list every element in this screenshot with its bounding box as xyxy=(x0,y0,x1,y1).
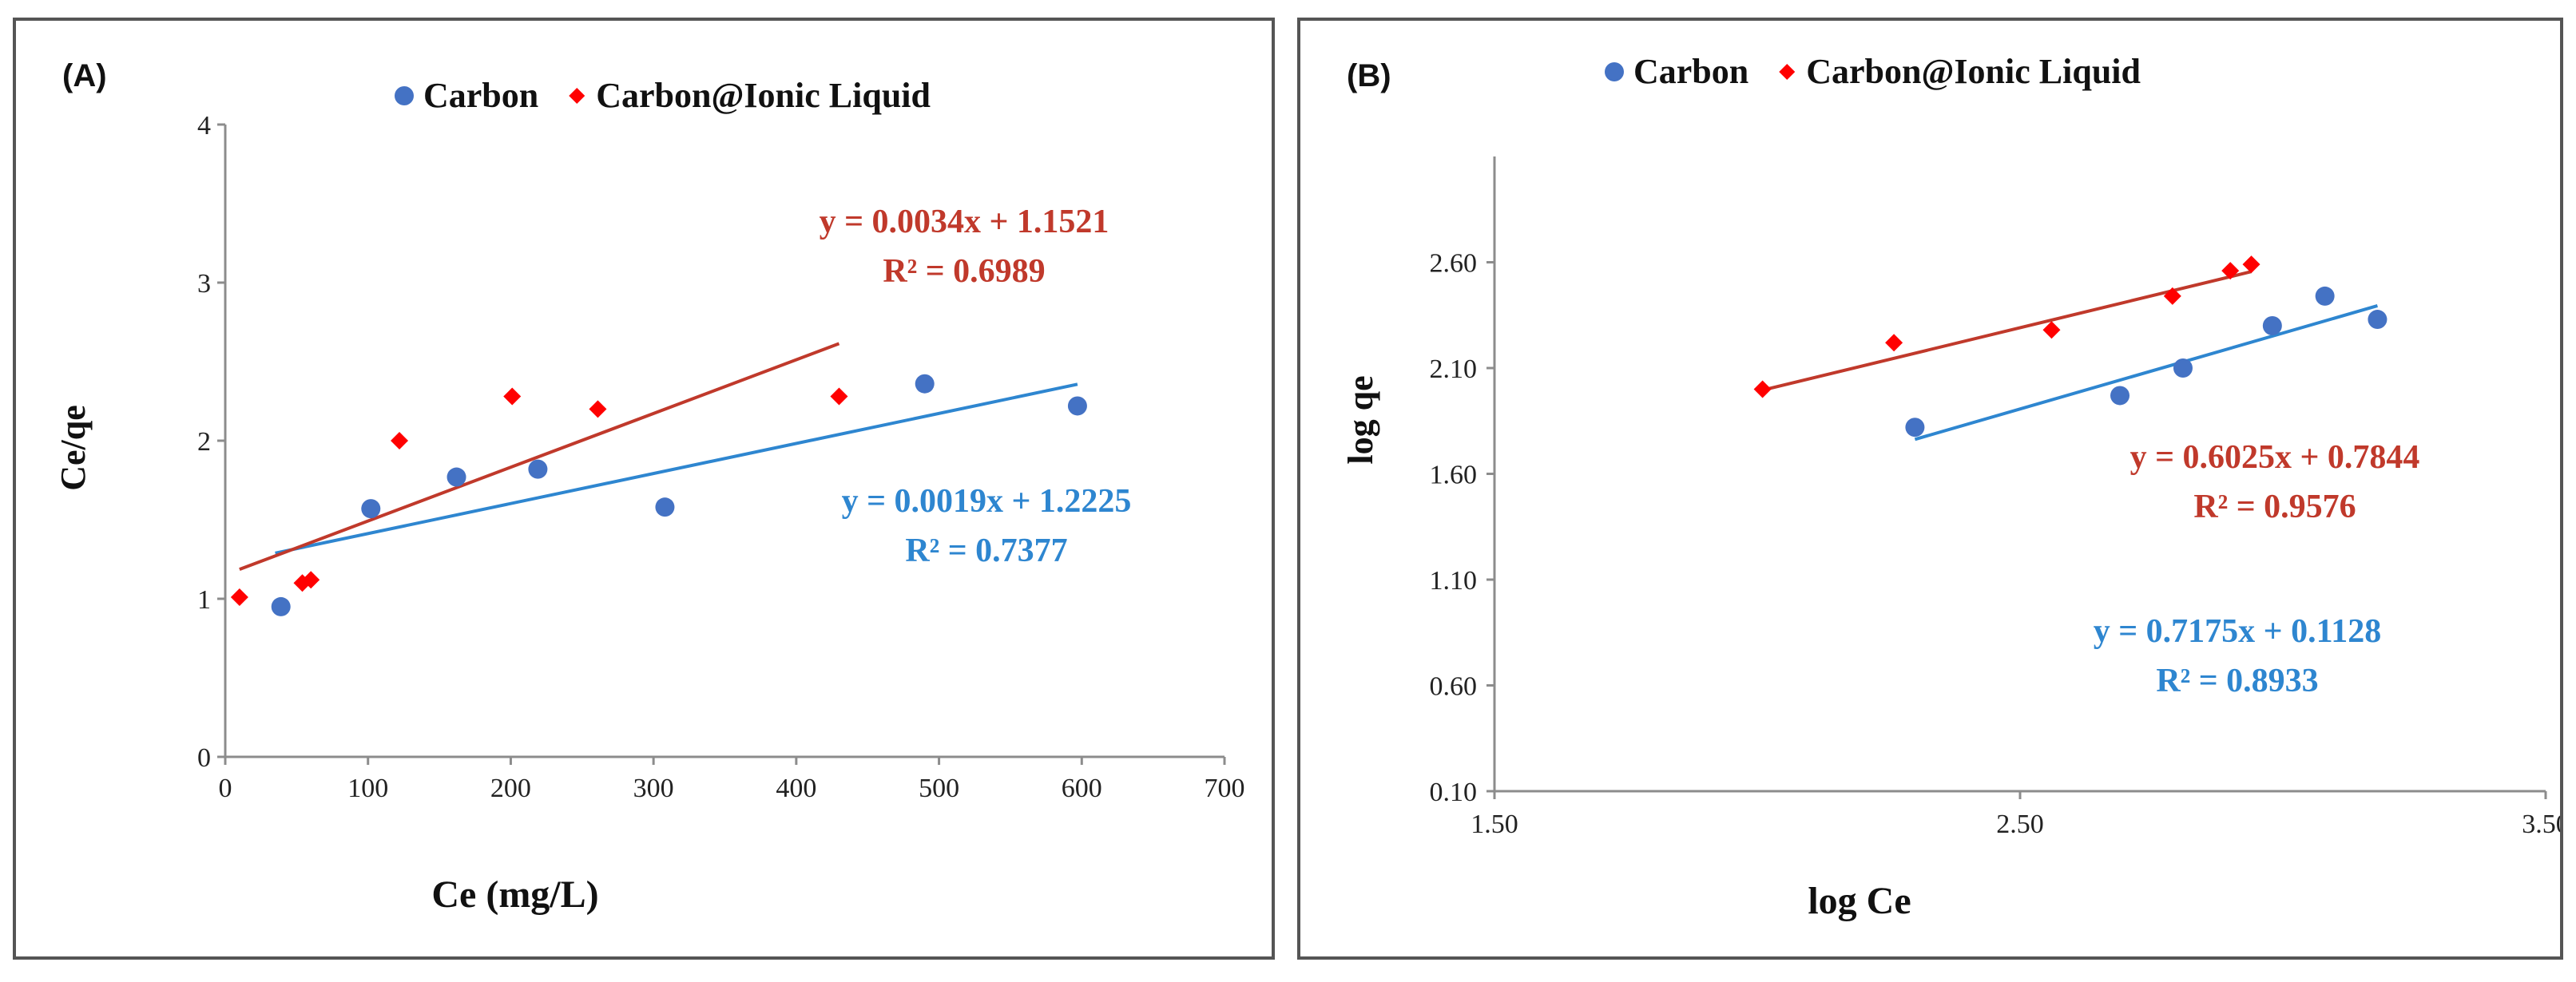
panel-a-label: (A) xyxy=(62,58,107,93)
carbon-point xyxy=(2262,316,2282,335)
legend-carbon-label: Carbon xyxy=(1633,52,1748,91)
carbon-ionic-liquid-point xyxy=(2042,321,2061,339)
legend-carbon-marker xyxy=(395,86,414,105)
carbon-point xyxy=(2368,310,2387,330)
x-tick-label: 500 xyxy=(919,774,959,803)
carbon-point xyxy=(915,374,935,394)
carbon-point xyxy=(447,467,466,487)
x-tick-label: 200 xyxy=(490,774,531,803)
legend-b: Carbon Carbon@Ionic Liquid xyxy=(1605,52,2141,91)
x-tick-label: 300 xyxy=(633,774,674,803)
y-tick-label: 1 xyxy=(197,585,211,615)
chart-b: (B) Carbon Carbon@Ionic Liquid 1.50 2.50 3.… xyxy=(1341,52,2561,922)
carbon-point xyxy=(655,497,675,517)
legend-carbon-ionic-liquid-marker xyxy=(1779,64,1796,80)
carbon-point xyxy=(2110,386,2130,406)
y-tick-label: 2.60 xyxy=(1430,249,1478,279)
carbon-ionic-liquid-point xyxy=(503,387,522,406)
trendlines-b xyxy=(1762,270,2378,442)
equation-label: y = 0.0034x + 1.1521 xyxy=(820,204,1109,240)
points-a xyxy=(230,374,1087,616)
x-tick-label: 400 xyxy=(776,774,816,803)
trendlines-a xyxy=(239,342,1078,572)
carbon-ionic-liquid-point xyxy=(1885,334,1903,352)
carbon-point xyxy=(2315,286,2335,306)
r-squared-label: R² = 0.8933 xyxy=(2156,663,2318,699)
carbon-ionic-liquid-point xyxy=(1753,380,1772,398)
legend-carbon-label: Carbon xyxy=(423,76,538,115)
carbon-ionic-liquid-point xyxy=(830,387,848,406)
equation-label: y = 0.6025x + 0.7844 xyxy=(2130,439,2420,476)
carbon-ionic-liquid-point xyxy=(2221,262,2240,280)
carbon-ionic-liquid-point xyxy=(2163,287,2181,305)
carbon-point xyxy=(271,596,291,616)
panel-b: (B) Carbon Carbon@Ionic Liquid 1.50 2.50 3.… xyxy=(1297,18,2563,960)
x-tick-label: 100 xyxy=(347,774,388,803)
r-squared-label: R² = 0.9576 xyxy=(2193,489,2356,525)
trendline-carbon xyxy=(275,382,1078,555)
y-axis-label-b: log qe xyxy=(1341,375,1380,464)
ticks-a: 0 100 200 300 400 500 600 700 0 1 2 3 4 xyxy=(197,111,1245,803)
y-tick-label: 0.10 xyxy=(1430,778,1478,807)
legend-carbon-ionic-liquid-label: Carbon@Ionic Liquid xyxy=(1806,52,2141,91)
carbon-ionic-liquid-point xyxy=(302,571,320,589)
points-b xyxy=(1753,255,2387,438)
carbon-point xyxy=(2173,358,2193,378)
equations-a: y = 0.0019x + 1.2225 R² = 0.7377 y = 0.003… xyxy=(820,204,1132,569)
carbon-point xyxy=(361,499,381,519)
equation-label: y = 0.7175x + 0.1128 xyxy=(2094,613,2382,650)
carbon-ionic-liquid-point xyxy=(230,588,248,607)
y-tick-label: 2.10 xyxy=(1430,354,1478,384)
legend-carbon-marker xyxy=(1605,62,1624,81)
legend-carbon-ionic-liquid-label: Carbon@Ionic Liquid xyxy=(596,76,931,115)
y-tick-label: 2 xyxy=(197,427,211,457)
trendline-carbon-ionic-liquid xyxy=(239,342,840,572)
x-tick-label: 0 xyxy=(219,774,232,803)
x-tick-label: 600 xyxy=(1062,774,1102,803)
carbon-ionic-liquid-point xyxy=(2242,255,2260,274)
trendline-carbon xyxy=(1914,304,2378,442)
y-tick-label: 0 xyxy=(197,743,211,773)
legend-carbon-ionic-liquid-marker xyxy=(569,88,585,104)
carbon-point xyxy=(528,459,548,479)
r-squared-label: R² = 0.7377 xyxy=(905,533,1067,569)
equations-b: y = 0.7175x + 0.1128 R² = 0.8933 y = 0.602… xyxy=(2094,439,2420,699)
equation-label: y = 0.0019x + 1.2225 xyxy=(842,483,1132,520)
y-tick-label: 4 xyxy=(197,111,211,141)
x-tick-label: 2.50 xyxy=(1996,810,2044,839)
r-squared-label: R² = 0.6989 xyxy=(883,253,1045,290)
x-tick-label: 700 xyxy=(1205,774,1245,803)
panel-b-label: (B) xyxy=(1347,58,1391,93)
chart-a: (A) Carbon Carbon@Ionic Liquid 0 100 200 300… xyxy=(54,58,1245,916)
y-tick-label: 0.60 xyxy=(1430,672,1478,702)
carbon-point xyxy=(1067,396,1087,416)
y-tick-label: 1.60 xyxy=(1430,461,1478,490)
y-tick-label: 1.10 xyxy=(1430,566,1478,596)
x-axis-label-b: log Ce xyxy=(1808,880,1911,922)
panel-a: (A) Carbon Carbon@Ionic Liquid 0 100 200 300… xyxy=(13,18,1275,960)
legend-a: Carbon Carbon@Ionic Liquid xyxy=(395,76,931,115)
x-tick-label: 3.50 xyxy=(2522,810,2560,839)
x-axis-label-a: Ce (mg/L) xyxy=(431,873,598,916)
carbon-ionic-liquid-point xyxy=(391,432,409,449)
carbon-point xyxy=(1905,418,1925,438)
y-axis-label-a: Ce/qe xyxy=(54,405,93,491)
x-tick-label: 1.50 xyxy=(1471,810,1518,839)
carbon-ionic-liquid-point xyxy=(589,400,607,418)
y-tick-label: 3 xyxy=(197,269,211,299)
ticks-b: 1.50 2.50 3.50 0.10 0.60 1.10 1.60 2.10 2.60 xyxy=(1430,249,2561,840)
